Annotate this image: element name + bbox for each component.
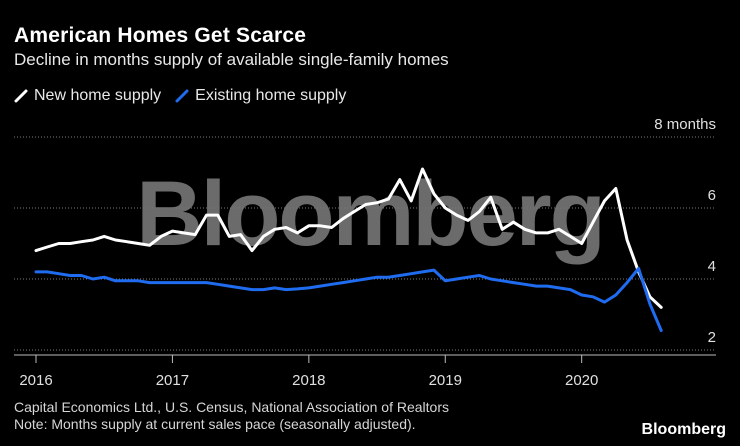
y-tick-label: 6 <box>708 187 716 204</box>
y-tick-label: 4 <box>708 258 716 275</box>
legend-label-existing-home: Existing home supply <box>195 87 347 104</box>
x-tick-label: 2020 <box>565 372 598 389</box>
legend-label-new-home: New home supply <box>34 87 162 104</box>
x-tick-label: 2019 <box>429 372 462 389</box>
series-line-new-home <box>34 167 663 309</box>
y-tick-label: 8 months <box>654 116 716 133</box>
footer: Capital Economics Ltd., U.S. Census, Nat… <box>14 399 449 433</box>
y-tick-label: 2 <box>708 329 716 346</box>
x-tick-label: 2018 <box>292 372 325 389</box>
legend-swatch-new-home <box>14 89 28 103</box>
source-note: Capital Economics Ltd., U.S. Census, Nat… <box>14 399 449 415</box>
x-tick-label: 2016 <box>19 372 52 389</box>
legend-swatch-existing-home <box>175 89 189 103</box>
x-tick-label: 2017 <box>156 372 189 389</box>
series-line-existing-home <box>34 266 663 332</box>
legend-item-new-home: New home supply <box>14 87 161 105</box>
bloomberg-logo: Bloomberg <box>641 421 726 438</box>
chart-title: American Homes Get Scarce <box>14 24 307 47</box>
legend-item-existing-home: Existing home supply <box>175 87 346 105</box>
methodology-note: Note: Months supply at current sales pac… <box>14 416 416 432</box>
chart-subtitle: Decline in months supply of available si… <box>14 50 449 69</box>
legend: New home supply Existing home supply <box>14 87 360 105</box>
